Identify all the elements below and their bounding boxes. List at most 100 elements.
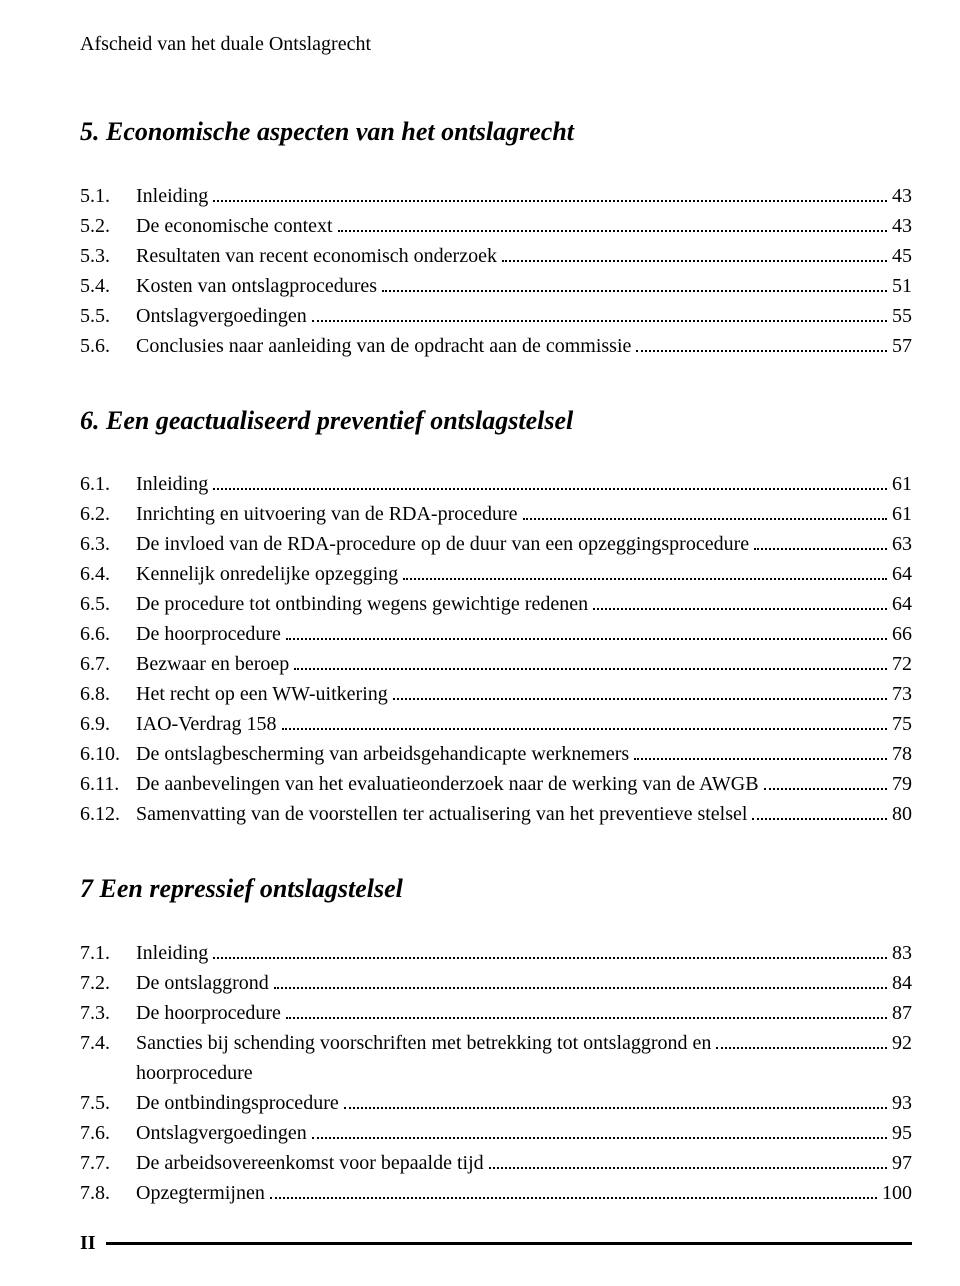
page-number: II (80, 1232, 96, 1255)
toc-entry-number: 6.9. (80, 709, 136, 739)
toc-entry-label: Inleiding (136, 469, 208, 499)
toc-leader (403, 560, 887, 580)
toc-entry-label: Bezwaar en beroep (136, 649, 289, 679)
toc-leader (312, 1119, 887, 1139)
toc-leader (286, 620, 887, 640)
toc-entry-label: De hoorprocedure (136, 998, 281, 1028)
toc-leader (716, 1029, 887, 1049)
toc-entry-continuation: hoorprocedure (80, 1058, 912, 1088)
toc-row: 6.1.Inleiding61 (80, 469, 912, 499)
toc-entry-number: 6.2. (80, 499, 136, 529)
toc-leader (286, 999, 887, 1019)
toc-entry-page: 43 (892, 211, 912, 241)
toc-entry-number: 7.1. (80, 938, 136, 968)
toc-container: 5. Economische aspecten van het ontslagr… (80, 108, 912, 1208)
toc-entry-page: 83 (892, 938, 912, 968)
toc-entry-label: Opzegtermijnen (136, 1178, 265, 1208)
toc-entry-number: 5.3. (80, 241, 136, 271)
toc-leader (294, 650, 887, 670)
toc-row: 5.3.Resultaten van recent economisch ond… (80, 241, 912, 271)
toc-entry-number: 5.2. (80, 211, 136, 241)
toc-leader (213, 470, 887, 490)
toc-row: 6.4.Kennelijk onredelijke opzegging64 (80, 559, 912, 589)
toc-entry-label: Conclusies naar aanleiding van de opdrac… (136, 331, 631, 361)
toc-entry-page: 55 (892, 301, 912, 331)
toc-entry-label: De invloed van de RDA-procedure op de du… (136, 529, 749, 559)
toc-leader (270, 1179, 877, 1199)
toc-entry-number: 6.7. (80, 649, 136, 679)
toc-row: 5.1.Inleiding43 (80, 181, 912, 211)
toc-row: 6.9.IAO-Verdrag 158 75 (80, 709, 912, 739)
toc-row: 6.2.Inrichting en uitvoering van de RDA-… (80, 499, 912, 529)
toc-entry-page: 63 (892, 529, 912, 559)
toc-entry-number: 7.3. (80, 998, 136, 1028)
toc-section: 5. Economische aspecten van het ontslagr… (80, 116, 912, 361)
toc-entry-label: Kosten van ontslagprocedures (136, 271, 377, 301)
toc-entry-label: De ontslagbescherming van arbeidsgehandi… (136, 739, 629, 769)
toc-entry-number: 6.8. (80, 679, 136, 709)
toc-row: 7.3.De hoorprocedure87 (80, 998, 912, 1028)
toc-entry-label: De ontbindingsprocedure (136, 1088, 339, 1118)
toc-entry-label: De aanbevelingen van het evaluatieonderz… (136, 769, 759, 799)
toc-leader (393, 680, 887, 700)
toc-entry-number: 6.12. (80, 799, 136, 829)
toc-row: 6.8.Het recht op een WW-uitkering73 (80, 679, 912, 709)
toc-entry-page: 57 (892, 331, 912, 361)
toc-entry-number: 6.5. (80, 589, 136, 619)
toc-entry-label: IAO-Verdrag 158 (136, 709, 277, 739)
toc-row: 7.6.Ontslagvergoedingen95 (80, 1118, 912, 1148)
toc-row: 7.7.De arbeidsovereenkomst voor bepaalde… (80, 1148, 912, 1178)
toc-leader (752, 800, 887, 820)
toc-row: 6.11.De aanbevelingen van het evaluatieo… (80, 769, 912, 799)
toc-entry-label: De economische context (136, 211, 333, 241)
toc-entry-label: Ontslagvergoedingen (136, 1118, 307, 1148)
toc-entry-page: 66 (892, 619, 912, 649)
toc-entry-number: 6.4. (80, 559, 136, 589)
toc-entry-page: 78 (892, 739, 912, 769)
toc-entry-page: 64 (892, 589, 912, 619)
toc-row: 6.10.De ontslagbescherming van arbeidsge… (80, 739, 912, 769)
toc-row: 7.4.Sancties bij schending voorschriften… (80, 1028, 912, 1058)
toc-entry-page: 93 (892, 1088, 912, 1118)
toc-entry-label: Inleiding (136, 938, 208, 968)
toc-entry-page: 72 (892, 649, 912, 679)
toc-entry-number: 5.1. (80, 181, 136, 211)
toc-entry-number: 7.6. (80, 1118, 136, 1148)
toc-leader (502, 242, 887, 262)
toc-row: 6.6.De hoorprocedure 66 (80, 619, 912, 649)
toc-row: 7.2.De ontslaggrond84 (80, 968, 912, 998)
toc-entry-number: 6.3. (80, 529, 136, 559)
toc-entry-number: 6.11. (80, 769, 136, 799)
toc-entry-label: De hoorprocedure (136, 619, 281, 649)
toc-entry-number: 6.6. (80, 619, 136, 649)
toc-entry-label: Sancties bij schending voorschriften met… (136, 1028, 711, 1058)
toc-row: 5.2.De economische context 43 (80, 211, 912, 241)
toc-entry-page: 97 (892, 1148, 912, 1178)
toc-leader (282, 710, 887, 730)
toc-leader (213, 939, 887, 959)
page: Afscheid van het duale Ontslagrecht 5. E… (0, 0, 960, 1286)
toc-entry-page: 80 (892, 799, 912, 829)
toc-row: 7.8.Opzegtermijnen100 (80, 1178, 912, 1208)
toc-entry-number: 7.2. (80, 968, 136, 998)
toc-entry-page: 73 (892, 679, 912, 709)
footer: II (80, 1232, 912, 1255)
section-title: 6. Een geactualiseerd preventief ontslag… (80, 405, 912, 438)
toc-entry-label: De procedure tot ontbinding wegens gewic… (136, 589, 588, 619)
section-title: 7 Een repressief ontslagstelsel (80, 873, 912, 906)
toc-entry-label: Resultaten van recent economisch onderzo… (136, 241, 497, 271)
toc-entry-page: 84 (892, 968, 912, 998)
toc-entry-number: 6.10. (80, 739, 136, 769)
toc-entry-number: 5.6. (80, 331, 136, 361)
toc-row: 5.4.Kosten van ontslagprocedures51 (80, 271, 912, 301)
toc-row: 6.12.Samenvatting van de voorstellen ter… (80, 799, 912, 829)
toc-entry-page: 75 (892, 709, 912, 739)
toc-entry-number: 5.5. (80, 301, 136, 331)
toc-section: 7 Een repressief ontslagstelsel 7.1.Inlei… (80, 873, 912, 1208)
toc-leader (764, 770, 887, 790)
toc-leader (274, 969, 887, 989)
toc-leader (489, 1149, 887, 1169)
toc-leader (754, 530, 887, 550)
toc-section: 6. Een geactualiseerd preventief ontslag… (80, 405, 912, 830)
toc-leader (636, 332, 887, 352)
